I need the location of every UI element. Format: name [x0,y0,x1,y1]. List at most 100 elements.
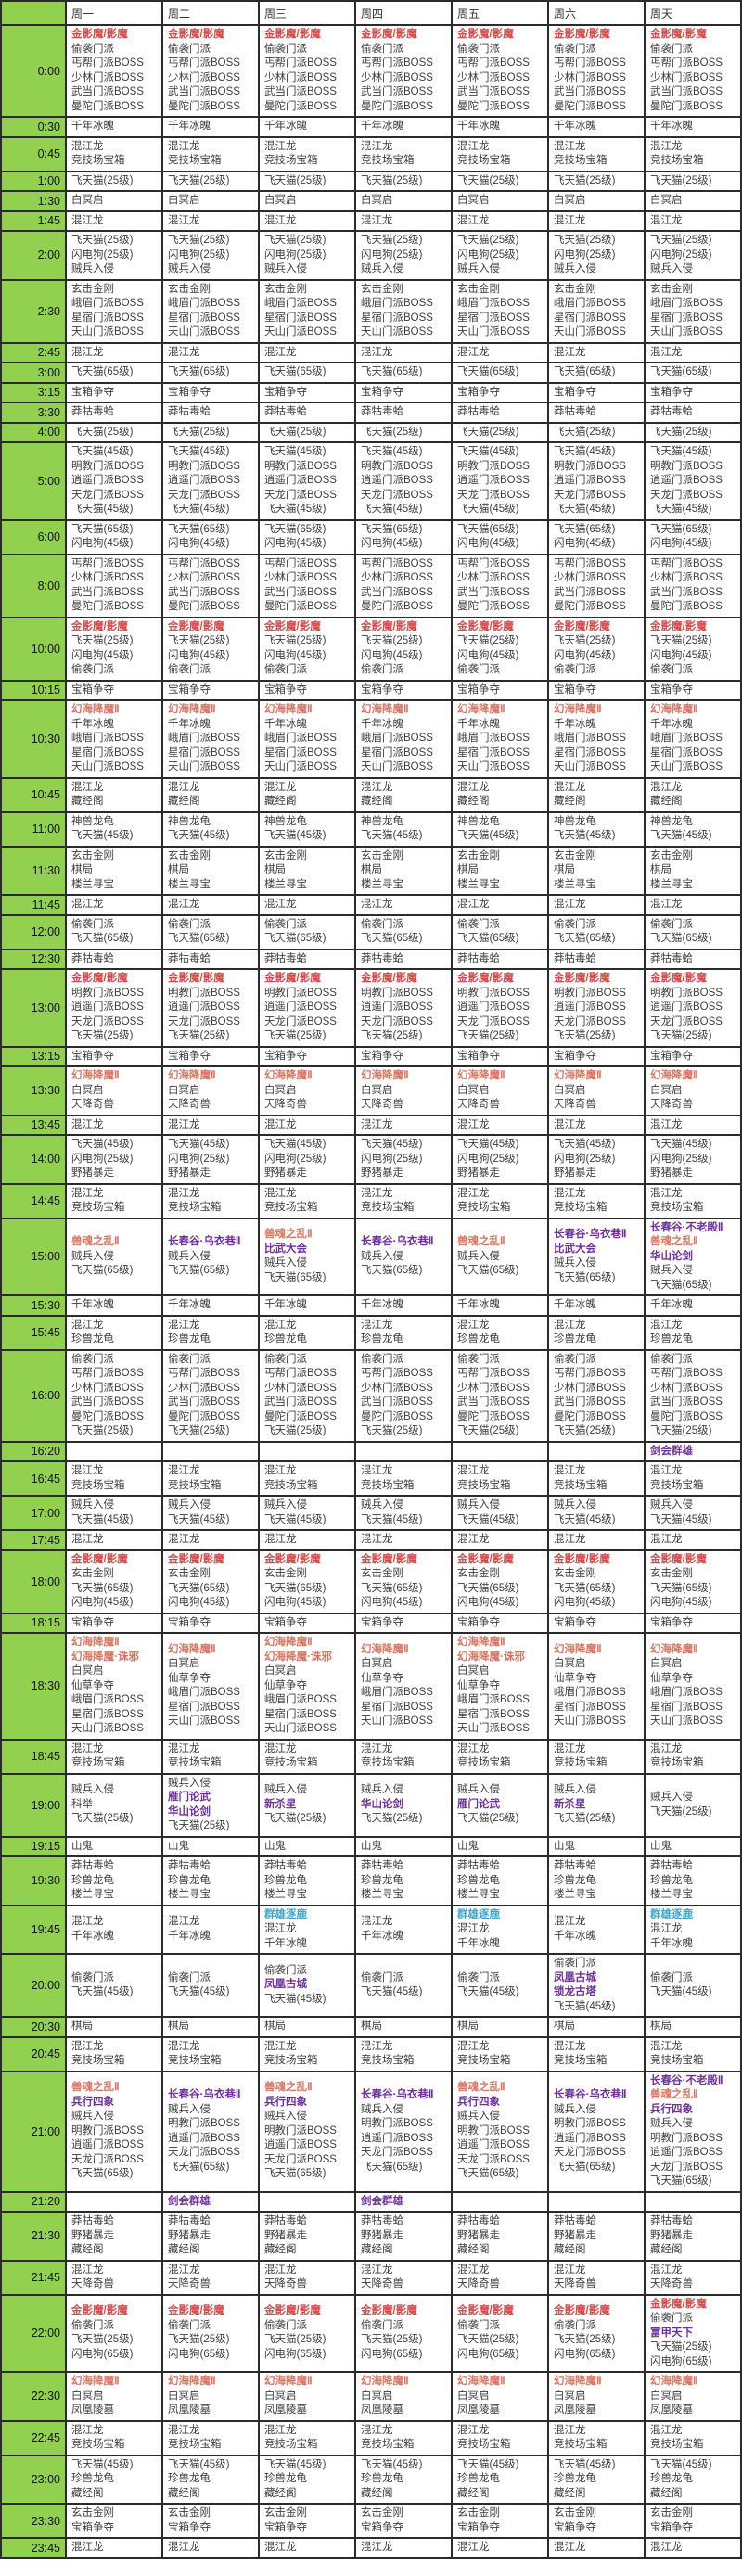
schedule-row: 1:45 混江龙 混江龙 混江龙 混江龙 混江龙 混江龙 混江龙 [0,210,742,232]
time-label: 6:00 [0,518,67,555]
schedule-cell: 混江龙 [258,1114,356,1136]
event-label: 玄击金刚 [650,1568,693,1579]
schedule-row: 15:00 兽魂之乱Ⅱ 贼兵入侵 飞天猫(65级) 长春谷·乌衣巷Ⅱ 贼兵入侵 飞天猫(65… [0,1217,742,1296]
schedule-cell: 混江龙 竞技场宝箱 [65,2035,163,2072]
event-label: 天龙门派BOSS [554,489,626,501]
schedule-row: 14:00 飞天猫(45级) 闪电狗(25级) 野猪暴走 飞天猫(45级) 闪电狗(25级… [0,1134,742,1185]
event-label: 藏经阁 [264,2244,297,2255]
event-label: 星宿门派BOSS [650,1701,723,1713]
schedule-row: 17:00 贼兵入侵 飞天猫(45级) 贼兵入侵 飞天猫(45级) 贼兵入侵 飞天猫(45级… [0,1495,742,1531]
event-label: 天降奇兽 [554,1099,596,1110]
schedule-cell: 幻海降魔Ⅱ 白冥启 凤凰陵墓 [644,2371,742,2422]
event-label: 武当门派BOSS [361,86,433,97]
schedule-row: 21:30 莽牯毒蛤 野猪暴走 藏经阁 莽牯毒蛤 野猪暴走 藏经阁 莽牯毒蛤 野猪暴走 藏经阁 莽牯… [0,2211,742,2262]
event-label: 闪电狗(25级) [554,249,616,261]
event-label: 混江龙 [168,1118,200,1130]
event-label: 剑会群雄 [168,2195,211,2207]
event-label: 竞技场宝箱 [457,1202,511,1213]
schedule-cell: 长春谷·乌衣巷Ⅱ 贼兵入侵 飞天猫(65级) [161,1217,260,1296]
schedule-cell: 丐帮门派BOSS 少林门派BOSS 武当门派BOSS 曼陀门派BOSS [161,553,260,618]
event-label: 贼兵入侵 [71,1784,114,1796]
event-label: 幻海降魔Ⅱ [264,1637,313,1648]
event-label: 星宿门派BOSS [554,746,626,759]
event-label: 野猪暴走 [168,1167,211,1179]
event-label: 飞天猫(25级) [650,235,712,246]
event-label: 仙草争夺 [457,1679,500,1691]
schedule-cell: 兽魂之乱Ⅱ 贼兵入侵 飞天猫(65级) [451,1217,549,1296]
event-label: 武当门派BOSS [168,86,240,97]
schedule-cell [258,1440,356,1462]
event-label: 飞天猫(45级) [168,1986,230,1997]
schedule-cell: 混江龙 竞技场宝箱 [644,135,742,172]
event-label: 曼陀门派BOSS [168,1410,240,1422]
event-label: 天山门派BOSS [264,761,337,772]
event-label: 藏经阁 [168,2244,200,2255]
event-label: 逍遥门派BOSS [168,475,240,486]
schedule-cell: 偷袭门派 丐帮门派BOSS 少林门派BOSS 武当门派BOSS 曼陀门派BOSS 飞天猫(… [354,1348,453,1443]
event-label: 明教门派BOSS [554,2118,626,2129]
schedule-cell: 混江龙 竞技场宝箱 [65,1182,163,1219]
event-label: 丐帮门派BOSS [168,557,240,569]
schedule-row: 16:45 混江龙 竞技场宝箱 混江龙 竞技场宝箱 混江龙 竞技场宝箱 混江龙 竞技场宝箱 混江龙… [0,1460,742,1497]
event-label: 闪电狗(45级) [650,649,712,661]
event-label: 明教门派BOSS [650,2132,723,2144]
event-label: 竞技场宝箱 [71,1479,125,1491]
event-label: 幻海降魔Ⅱ [71,1637,120,1648]
schedule-cell: 兽魂之乱Ⅱ 兵行四象 贼兵入侵 明教门派BOSS 逍遥门派BOSS 天龙门派BOSS 飞天猫… [451,2070,549,2193]
event-label: 混江龙 [71,2424,104,2436]
event-label: 闪电狗(65级) [650,2355,712,2367]
schedule-cell: 混江龙 天降奇兽 [451,2259,549,2296]
schedule-cell: 混江龙 [644,2537,742,2559]
event-label: 莽牯毒蛤 [168,406,211,417]
event-label: 群雄逐鹿 [264,1908,307,1920]
event-label: 闪电狗(25级) [457,249,519,261]
event-label: 星宿门派BOSS [361,1701,433,1713]
event-label: 莽牯毒蛤 [264,2215,307,2226]
event-label: 天降奇兽 [168,2278,211,2289]
event-label: 白冥启 [71,195,104,206]
schedule-row: 17:45 混江龙 混江龙 混江龙 混江龙 混江龙 混江龙 混江龙 [0,1529,742,1551]
event-label: 贼兵入侵 [168,2103,211,2115]
schedule-cell: 飞天猫(65级) 闪电狗(45级) [451,518,549,555]
schedule-cell: 混江龙 千年冰魄 [65,1904,163,1955]
event-label: 混江龙 [264,140,297,152]
event-label: 贼兵入侵 [554,263,596,274]
event-label: 珍兽龙龟 [168,1874,211,1886]
schedule-row: 18:00 金影魔/影魔 玄击金刚 飞天猫(65级) 闪电狗(45级) 金影魔/影魔 玄击金… [0,1549,742,1614]
event-label: 天龙门派BOSS [554,2147,626,2158]
schedule-cell: 千年冰魄 [161,1294,260,1317]
event-label: 竞技场宝箱 [650,2055,704,2066]
schedule-cell: 神兽龙龟 飞天猫(45级) [547,810,646,848]
event-label: 兵行四象 [71,2096,114,2108]
schedule-cell: 偷袭门派 飞天猫(45级) [644,1953,742,2018]
event-label: 飞天猫(65级) [361,1582,423,1594]
event-label: 飞天猫(45级) [264,1993,326,2005]
schedule-cell: 莽牯毒蛤 [258,402,356,424]
event-label: 金影魔/影魔 [650,1553,707,1565]
schedule-cell: 混江龙 竞技场宝箱 [161,1182,260,1219]
event-label: 贼兵入侵 [361,1250,403,1262]
event-label: 飞天猫(65级) [650,1279,712,1291]
schedule-cell: 飞天猫(45级) 闪电狗(25级) 野猪暴走 [354,1134,453,1185]
schedule-cell: 宝箱争夺 [161,1612,260,1634]
event-label: 金影魔/影魔 [264,1553,321,1565]
event-label: 白冥启 [361,2390,393,2402]
event-label: 混江龙 [168,2264,200,2276]
event-label: 千年冰魄 [457,718,500,730]
event-label: 珍兽龙龟 [650,2473,693,2484]
schedule-cell: 混江龙 竞技场宝箱 [644,2419,742,2456]
event-label: 宝箱争夺 [650,1616,693,1628]
schedule-cell: 玄击金刚 棋局 楼兰寻宝 [258,845,356,896]
event-label: 偷袭门派 [361,43,403,55]
schedule-cell [258,2190,356,2213]
event-label: 飞天猫(65级) [457,366,519,377]
event-label: 混江龙 [361,2424,393,2436]
event-label: 混江龙 [361,1916,393,1928]
event-label: 飞天猫(45级) [168,2458,230,2470]
event-label: 飞天猫(45级) [457,1139,519,1150]
event-label: 逍遥门派BOSS [554,1001,626,1013]
event-label: 飞天猫(65级) [457,523,519,535]
schedule-cell: 莽牯毒蛤 [161,948,260,970]
event-label: 宝箱争夺 [457,683,500,695]
schedule-cell: 飞天猫(65级) [451,362,549,384]
